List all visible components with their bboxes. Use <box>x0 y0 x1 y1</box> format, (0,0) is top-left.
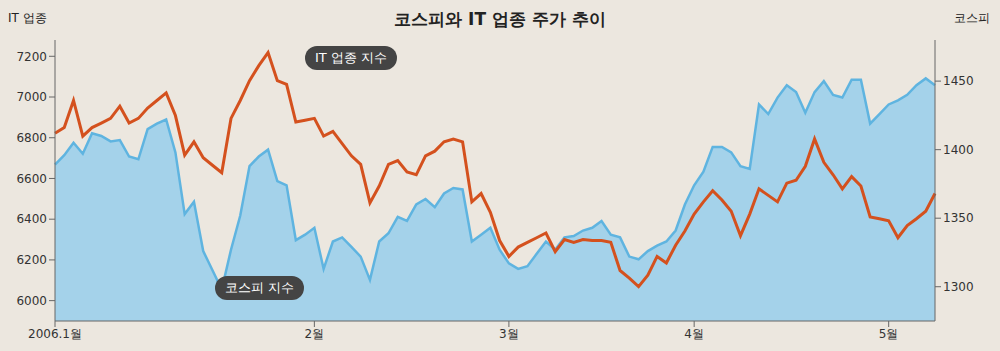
svg-text:1350: 1350 <box>943 211 974 225</box>
svg-text:3월: 3월 <box>499 327 519 341</box>
svg-text:2월: 2월 <box>305 327 325 341</box>
html-text:IT 업종 지수: IT 업종 지수 <box>315 50 387 65</box>
svg-text:6800: 6800 <box>16 131 47 145</box>
svg-text:4월: 4월 <box>684 327 704 341</box>
svg-text:6400: 6400 <box>16 212 47 226</box>
svg-text:7000: 7000 <box>16 90 47 104</box>
html-text:코스피: 코스피 <box>954 11 990 25</box>
svg-text:7200: 7200 <box>16 50 47 64</box>
svg-text:1300: 1300 <box>943 280 974 294</box>
svg-text:6200: 6200 <box>16 253 47 267</box>
svg-text:6600: 6600 <box>16 172 47 186</box>
svg-text:2006.1월: 2006.1월 <box>28 327 82 341</box>
svg-text:6000: 6000 <box>16 294 47 308</box>
svg-text:5월: 5월 <box>879 327 899 341</box>
svg-text:1450: 1450 <box>943 74 974 88</box>
html-text:코스피 지수: 코스피 지수 <box>225 280 295 295</box>
html-text:IT 업종: IT 업종 <box>8 11 47 25</box>
html-text:코스피와 IT 업종 주가 추이: 코스피와 IT 업종 주가 추이 <box>394 9 606 29</box>
svg-text:1400: 1400 <box>943 143 974 157</box>
